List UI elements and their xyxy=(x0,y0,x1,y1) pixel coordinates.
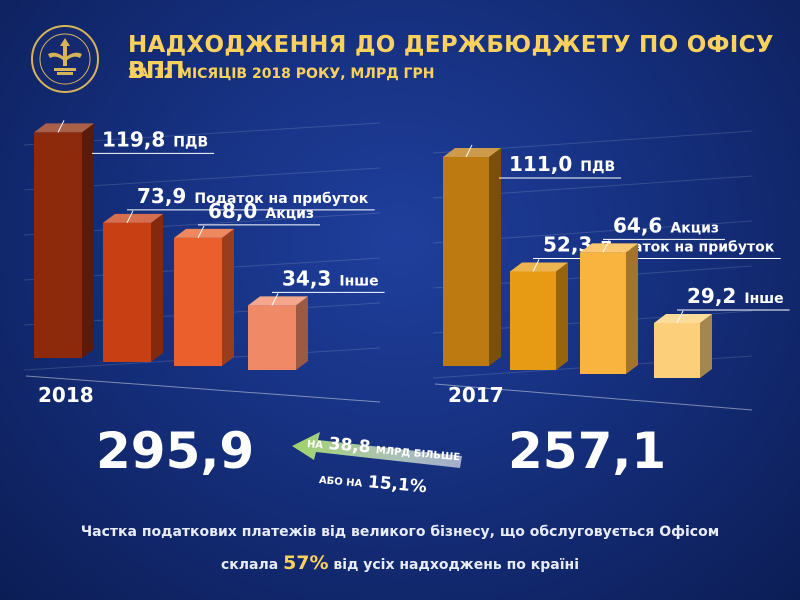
comparison-arrow xyxy=(292,432,462,468)
bar-side xyxy=(489,147,501,366)
leader-line xyxy=(197,225,205,239)
data-label: 73,9 Податок на прибуток xyxy=(137,184,369,208)
leader-line xyxy=(57,120,65,133)
data-label-value: 68,0 xyxy=(208,199,257,223)
data-label: 68,0 Акциз xyxy=(208,199,314,223)
leader-line xyxy=(271,293,279,306)
footnote-line-1: Частка податкових платежів від великого … xyxy=(80,524,720,540)
data-label-category: Податок на прибуток xyxy=(194,191,368,207)
bar-side xyxy=(626,243,638,374)
leader-line xyxy=(602,240,610,253)
bar-top xyxy=(248,296,308,306)
bar-top xyxy=(443,147,501,157)
page-subtitle: ЗА 12 МІСЯЦІВ 2018 РОКУ, МЛРД ГРН xyxy=(128,66,435,82)
percent-sign: % xyxy=(408,475,428,498)
percent-value: 15,1 xyxy=(367,472,411,496)
data-label-category: Акциз xyxy=(265,206,314,222)
bar-top xyxy=(103,213,163,223)
data-label-category: ПДВ xyxy=(173,134,208,150)
bar xyxy=(654,323,700,378)
bar-top xyxy=(174,228,234,238)
data-label-value: 64,6 xyxy=(613,213,662,237)
leader-line xyxy=(532,259,540,272)
bar-top xyxy=(34,123,94,133)
difference-prefix: НА xyxy=(306,438,324,452)
axis-floor xyxy=(25,375,381,403)
bar xyxy=(103,222,151,362)
tax-service-emblem-icon xyxy=(31,25,99,93)
footnote-before: склала xyxy=(220,557,279,573)
data-label-category: ПДВ xyxy=(580,159,615,175)
axis-floor xyxy=(434,383,753,411)
bar-side xyxy=(222,228,234,366)
bar-side xyxy=(556,262,568,370)
data-label: 29,2 Інше xyxy=(687,284,784,308)
total-2017: 257,1 xyxy=(508,422,667,480)
data-label: 34,3 Інше xyxy=(282,266,379,290)
percent-prefix: АБО НА xyxy=(318,474,363,490)
data-label-value: 29,2 xyxy=(687,284,736,308)
bar-top xyxy=(510,262,568,272)
data-label-category: Податок на прибуток xyxy=(600,240,774,256)
data-label: 111,0 ПДВ xyxy=(509,152,615,176)
year-label-2018: 2018 xyxy=(38,383,94,407)
footnote-after: від усіх надходжень по країні xyxy=(333,557,580,573)
bar xyxy=(443,156,489,366)
data-label-value: 52,3 xyxy=(543,233,592,257)
bar xyxy=(510,271,556,370)
footnote-share: 57% xyxy=(283,552,329,574)
bar-top xyxy=(580,243,638,253)
data-label: 64,6 Акциз xyxy=(613,213,719,237)
bar-side xyxy=(82,123,94,358)
difference-value: 38,8 xyxy=(327,433,372,458)
bar xyxy=(248,305,296,370)
data-label-value: 73,9 xyxy=(137,184,186,208)
data-label-category: Інше xyxy=(339,273,378,289)
total-2018: 295,9 xyxy=(96,422,255,480)
bar xyxy=(580,252,626,374)
data-label: 52,3 Податок на прибуток xyxy=(543,233,775,257)
bar-top xyxy=(654,314,712,324)
footnote-line-2: склала 57% від усіх надходжень по країні xyxy=(0,552,800,574)
data-label-value: 119,8 xyxy=(102,127,165,151)
bar xyxy=(174,237,222,366)
data-label: 119,8 ПДВ xyxy=(102,127,208,151)
data-label-value: 34,3 xyxy=(282,266,331,290)
bar-side xyxy=(700,314,712,378)
year-label-2017: 2017 xyxy=(448,383,504,407)
page-title: НАДХОДЖЕННЯ ДО ДЕРЖБЮДЖЕТУ ПО ОФІСУ ВПП xyxy=(128,32,774,84)
leader-line xyxy=(676,310,684,324)
bar-side xyxy=(151,213,163,362)
leader-line xyxy=(465,144,473,158)
data-label-value: 111,0 xyxy=(509,152,572,176)
bar xyxy=(34,132,82,358)
data-label-category: Акциз xyxy=(670,220,719,236)
leader-line xyxy=(126,210,134,224)
bar-side xyxy=(296,296,308,370)
data-label-category: Інше xyxy=(744,291,783,307)
